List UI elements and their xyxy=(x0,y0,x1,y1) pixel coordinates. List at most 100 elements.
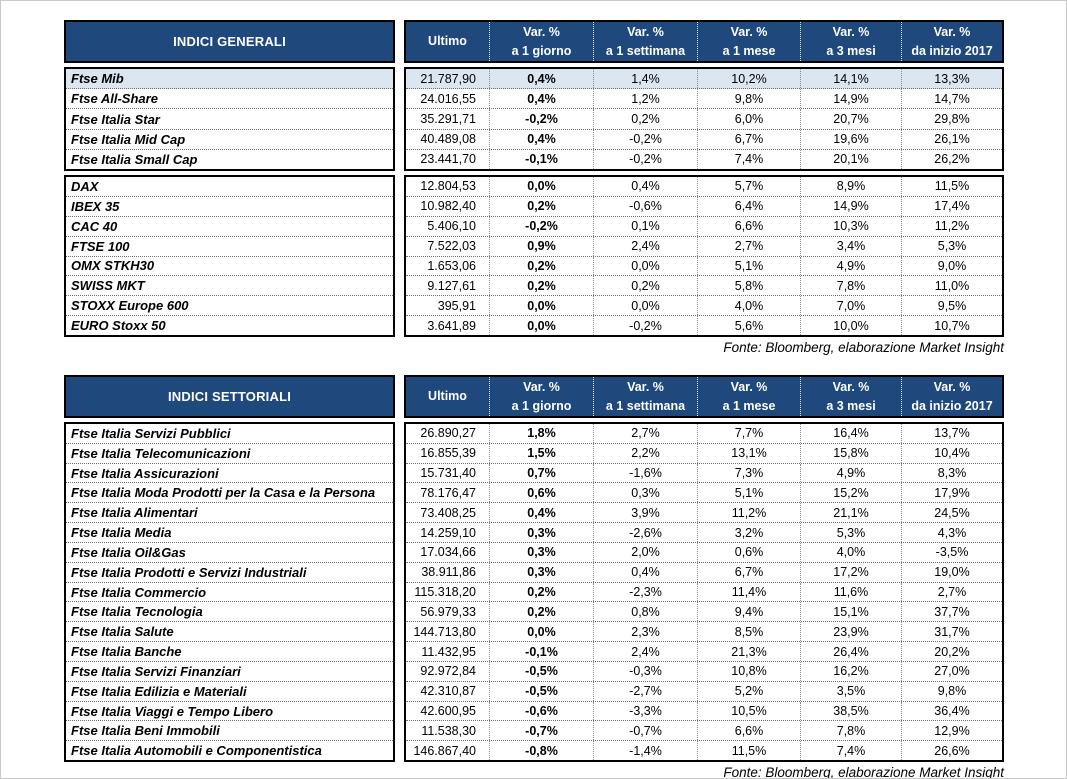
var-1-giorno-value: 0,7% xyxy=(489,463,593,483)
index-name: Ftse Mib xyxy=(66,69,393,90)
table-row: 16.855,39 1,5% 2,2% 13,1% 15,8% 10,4% xyxy=(406,443,1002,464)
var-1-mese-value: 4,0% xyxy=(697,296,800,316)
var-1-giorno-value: 0,3% xyxy=(489,542,593,562)
column-header-var-inizio-2017: Var. % da inizio 2017 xyxy=(901,377,1002,416)
var-inizio-2017-value: 11,2% xyxy=(901,216,1002,236)
ultimo-value: 40.489,08 xyxy=(420,132,476,147)
var-1-giorno-value: -0,8% xyxy=(489,741,593,761)
var-1-giorno-value: 0,6% xyxy=(489,483,593,503)
var-1-settimana-value: -2,3% xyxy=(593,582,697,602)
index-name: Ftse Italia Telecomunicazioni xyxy=(66,443,393,464)
var-1-settimana-value: 2,3% xyxy=(593,622,697,642)
index-name-column: DAX IBEX 35 CAC 40 FTSE 100 OMX STKH30 SWISS … xyxy=(64,175,395,337)
table-title-label: INDICI SETTORIALI xyxy=(167,389,292,404)
table-row: 26.890,27 1,8% 2,7% 7,7% 16,4% 13,7% xyxy=(406,424,1002,444)
table-row: 23.441,70 -0,1% -0,2% 7,4% 20,1% 26,2% xyxy=(406,149,1002,170)
var-3-mesi-value: 8,9% xyxy=(800,177,901,196)
var-1-giorno-value: -0,2% xyxy=(489,216,593,236)
var-3-mesi-value: 19,6% xyxy=(800,129,901,149)
index-name: Ftse Italia Oil&Gas xyxy=(66,542,393,563)
var-1-settimana-value: 0,8% xyxy=(593,602,697,622)
var-1-giorno-value: 0,9% xyxy=(489,236,593,256)
var-1-mese-value: 10,5% xyxy=(697,701,800,721)
index-name: Ftse Italia Edilizia e Materiali xyxy=(66,681,393,702)
var-1-settimana-value: 2,4% xyxy=(593,236,697,256)
ultimo-value: 42.600,95 xyxy=(420,704,476,718)
index-name-column: Ftse Mib Ftse All-Share Ftse Italia Star Ft… xyxy=(64,67,395,171)
column-header-var-1-settimana: Var. % a 1 settimana xyxy=(593,377,697,416)
ultimo-value: 56.979,33 xyxy=(420,604,476,619)
var-inizio-2017-value: 31,7% xyxy=(901,622,1002,642)
var-3-mesi-value: 10,3% xyxy=(800,216,901,236)
table-row: 11.538,30 -0,7% -0,7% 6,6% 7,8% 12,9% xyxy=(406,721,1002,742)
table-row: 14.259,10 0,3% -2,6% 3,2% 5,3% 4,3% xyxy=(406,523,1002,543)
var-inizio-2017-value: 17,4% xyxy=(901,196,1002,216)
var-inizio-2017-value: 4,3% xyxy=(901,523,1002,542)
var-1-giorno-value: 0,3% xyxy=(489,523,593,542)
var-1-giorno-value: 0,2% xyxy=(489,256,593,276)
var-3-mesi-value: 4,9% xyxy=(800,463,901,483)
source-note: Fonte: Bloomberg, elaborazione Market In… xyxy=(723,765,1004,779)
var-3-mesi-value: 17,2% xyxy=(800,562,901,582)
var-3-mesi-value: 15,2% xyxy=(800,483,901,503)
var-3-mesi-value: 4,0% xyxy=(800,542,901,562)
var-1-settimana-value: -2,7% xyxy=(593,681,697,701)
var-1-giorno-value: -0,1% xyxy=(489,149,593,170)
table-row: 38.911,86 0,3% 0,4% 6,7% 17,2% 19,0% xyxy=(406,562,1002,583)
var-1-settimana-value: -1,6% xyxy=(593,463,697,483)
var-3-mesi-value: 15,1% xyxy=(800,602,901,622)
column-header-ultimo: Ultimo xyxy=(428,34,467,49)
var-1-giorno-value: 0,0% xyxy=(489,316,593,335)
index-name: Ftse Italia Banche xyxy=(66,642,393,662)
table-header-row: INDICI GENERALI Ultimo Var. % a 1 giorno Va… xyxy=(64,20,1004,63)
index-group-italy: Ftse Mib Ftse All-Share Ftse Italia Star Ft… xyxy=(64,67,1004,171)
var-inizio-2017-value: 9,5% xyxy=(901,296,1002,316)
var-1-mese-value: 11,5% xyxy=(697,741,800,761)
column-header-var-1-settimana: Var. % a 1 settimana xyxy=(593,22,697,61)
ultimo-value: 9.127,61 xyxy=(427,278,476,293)
ultimo-value: 15.731,40 xyxy=(420,466,476,481)
var-1-giorno-value: 0,3% xyxy=(489,562,593,582)
var-3-mesi-value: 7,8% xyxy=(800,721,901,741)
sector-indices-table: INDICI SETTORIALI Ultimo Var. % a 1 giorno… xyxy=(64,375,1004,779)
ultimo-value: 42.310,87 xyxy=(420,684,476,699)
ultimo-value: 92.972,84 xyxy=(420,664,476,679)
ultimo-value: 35.291,71 xyxy=(420,112,476,126)
index-name: FTSE 100 xyxy=(66,236,393,257)
table-row: 115.318,20 0,2% -2,3% 11,4% 11,6% 2,7% xyxy=(406,582,1002,603)
var-1-giorno-value: 0,4% xyxy=(489,89,593,109)
var-1-mese-value: 21,3% xyxy=(697,642,800,661)
ultimo-value: 11.538,30 xyxy=(421,723,476,738)
table-row: 40.489,08 0,4% -0,2% 6,7% 19,6% 26,1% xyxy=(406,129,1002,150)
var-1-settimana-value: -2,6% xyxy=(593,523,697,542)
ultimo-value: 14.259,10 xyxy=(420,525,476,540)
var-3-mesi-value: 14,1% xyxy=(800,69,901,89)
var-3-mesi-value: 7,0% xyxy=(800,296,901,316)
var-3-mesi-value: 7,8% xyxy=(800,276,901,296)
ultimo-value: 146.867,40 xyxy=(413,743,476,758)
var-inizio-2017-value: 20,2% xyxy=(901,642,1002,661)
var-1-settimana-value: -0,2% xyxy=(593,129,697,149)
var-1-mese-value: 10,8% xyxy=(697,661,800,681)
var-1-mese-value: 9,4% xyxy=(697,602,800,622)
var-1-settimana-value: 3,9% xyxy=(593,503,697,523)
var-1-settimana-value: 0,2% xyxy=(593,109,697,129)
index-name: Ftse Italia Mid Cap xyxy=(66,129,393,150)
var-1-giorno-value: -0,6% xyxy=(489,701,593,721)
var-1-giorno-value: 1,8% xyxy=(489,424,593,443)
var-3-mesi-value: 4,9% xyxy=(800,256,901,276)
var-1-mese-value: 5,1% xyxy=(697,256,800,276)
var-1-settimana-value: -0,2% xyxy=(593,316,697,335)
var-1-settimana-value: 0,4% xyxy=(593,177,697,196)
index-name: Ftse Italia Prodotti e Servizi Industria… xyxy=(66,562,393,583)
var-inizio-2017-value: 14,7% xyxy=(901,89,1002,109)
var-inizio-2017-value: 17,9% xyxy=(901,483,1002,503)
var-1-settimana-value: 0,0% xyxy=(593,296,697,316)
var-1-giorno-value: 0,0% xyxy=(489,622,593,642)
var-inizio-2017-value: 2,7% xyxy=(901,582,1002,602)
index-name: EURO Stoxx 50 xyxy=(66,316,393,335)
index-name: CAC 40 xyxy=(66,216,393,237)
var-1-settimana-value: 0,3% xyxy=(593,483,697,503)
var-3-mesi-value: 3,4% xyxy=(800,236,901,256)
